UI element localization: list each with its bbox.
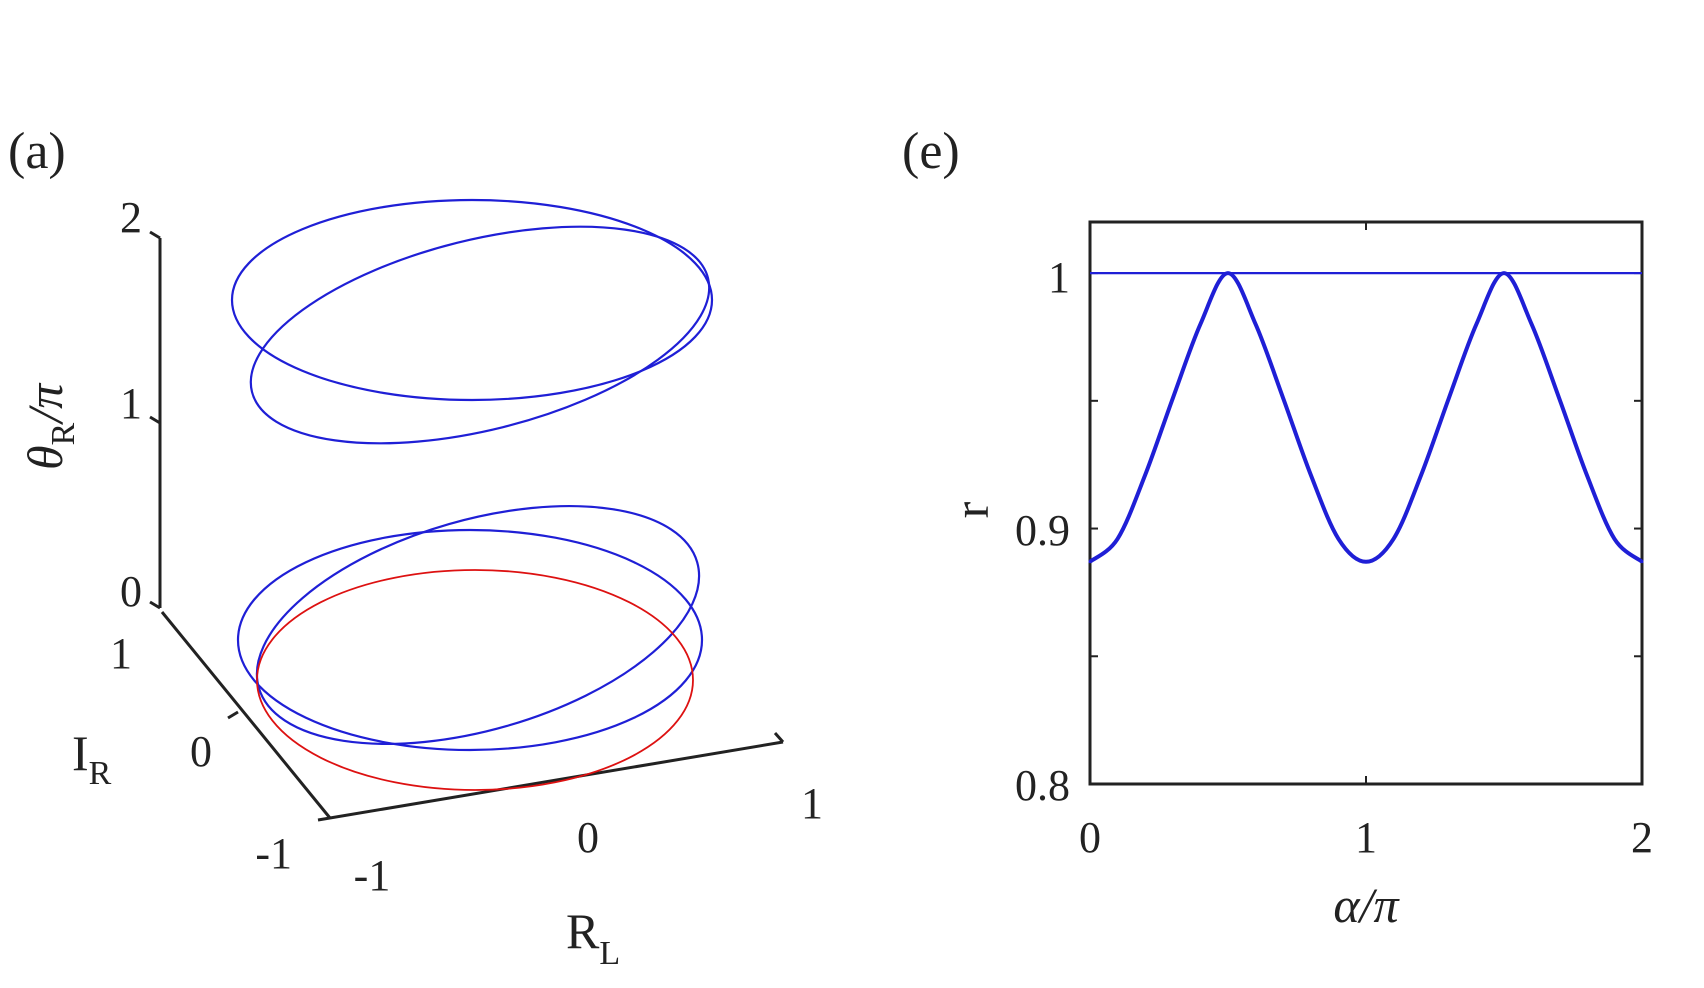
y-tick-label-0.8: 0.8: [1015, 761, 1070, 810]
data-point-18: [1585, 473, 1589, 477]
data-point-1: [1116, 537, 1120, 541]
y-tick-label-1: 1: [1048, 253, 1070, 302]
data-point-11: [1392, 537, 1396, 541]
x-axis-label-suffix: /π: [1357, 877, 1401, 933]
y-tick-label-0: 0: [190, 727, 212, 776]
x-axis-label-main: R: [566, 903, 600, 959]
z-tick-2: [149, 230, 161, 240]
y-axis-label: IR: [72, 725, 112, 792]
x-tick-1: [773, 732, 785, 743]
x-axis-label-sub: L: [599, 935, 620, 972]
data-point-6: [1254, 322, 1258, 326]
data-point-14: [1474, 322, 1478, 326]
tick-marks: [1089, 222, 1643, 785]
data-point-13: [1447, 396, 1451, 400]
plot-frame: [1088, 220, 1644, 786]
y-tick-label-0.9: 0.9: [1015, 506, 1070, 555]
x-tick-label-1: 1: [801, 779, 823, 828]
y-axis-label-sub: R: [89, 755, 112, 792]
z-tick-label-2: 2: [120, 193, 142, 242]
z-tick-0: [149, 600, 161, 610]
series-line-1: [1088, 271, 1644, 564]
x-tick-label-0: 0: [577, 813, 599, 862]
y-axis-line: [160, 611, 332, 819]
data-point-15: [1502, 271, 1506, 275]
z-axis-label-suffix: /π: [17, 382, 73, 426]
z-axis-label-main: θ: [17, 445, 73, 470]
x-tick-label-neg1: -1: [354, 851, 391, 900]
orbit-lower-tilted: [255, 505, 701, 745]
panel-e-label: (e): [902, 123, 960, 180]
data-point-2: [1143, 473, 1147, 477]
data-point-4: [1198, 322, 1202, 326]
panel-a-3d-plot: (a) 2 1 0 1 0 -1 -1 0 1 θR/π IR RL: [8, 123, 823, 972]
y-tick-0: [227, 710, 239, 720]
y-tick-label-neg1: -1: [255, 829, 292, 878]
panel-a-label: (a): [8, 123, 66, 180]
series-group: [1088, 271, 1644, 564]
data-point-8: [1309, 473, 1313, 477]
z-tick-label-0: 0: [120, 567, 142, 616]
x-axis-label-main: α: [1333, 877, 1361, 933]
z-axis-label: θR/π: [17, 382, 82, 470]
panel-e-line-plot: (e) 1 0.9 0.8 0 1 2 α/π r: [902, 123, 1653, 933]
orbit-upper-inner: [249, 225, 711, 445]
y-tick-label-1: 1: [110, 629, 132, 678]
data-point-10: [1364, 560, 1368, 564]
x-tick-label-0: 0: [1079, 813, 1101, 862]
data-point-5: [1226, 271, 1230, 275]
data-point-7: [1281, 396, 1285, 400]
x-axis-label: α/π: [1333, 877, 1400, 933]
z-tick-label-1: 1: [120, 379, 142, 428]
data-point-17: [1557, 396, 1561, 400]
data-point-12: [1419, 473, 1423, 477]
y-axis-label-main: I: [72, 725, 89, 781]
data-point-0: [1088, 560, 1092, 564]
red-unit-circle: [256, 569, 694, 791]
z-axis-label-sub: R: [45, 422, 82, 445]
x-axis-label: RL: [566, 903, 620, 972]
y-axis-label: r: [943, 501, 999, 518]
x-axis-line: [317, 740, 784, 822]
data-point-19: [1612, 537, 1616, 541]
z-tick-1: [149, 415, 161, 425]
x-tick-label-1: 1: [1355, 813, 1377, 862]
data-point-9: [1336, 537, 1340, 541]
data-point-16: [1530, 322, 1534, 326]
orbit-upper-outer: [230, 198, 714, 402]
data-point-3: [1171, 396, 1175, 400]
data-point-20: [1640, 560, 1644, 564]
x-tick-label-2: 2: [1631, 813, 1653, 862]
orbit-lower-ring: [236, 528, 704, 752]
